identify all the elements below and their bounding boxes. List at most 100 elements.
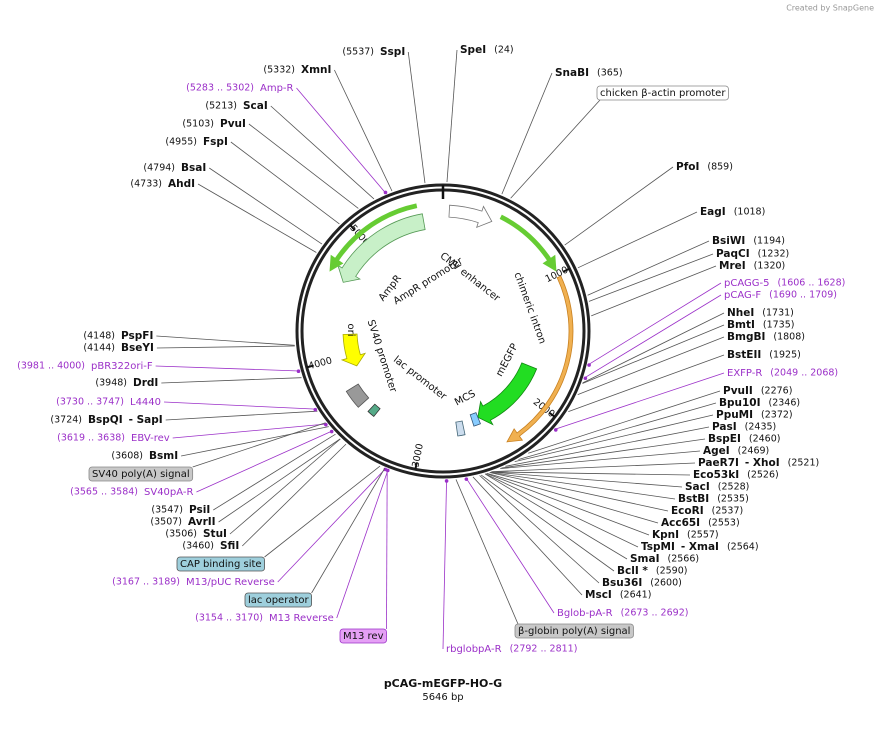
label-name: EagI (700, 206, 726, 218)
leader-line (248, 123, 359, 209)
label-name: MreI (719, 260, 746, 272)
label-second-name: - XmaI (681, 541, 719, 553)
leader-line (577, 336, 725, 396)
label-name: BsiWI (712, 235, 745, 247)
label-name: KpnI (652, 529, 679, 541)
label-location: (3730 .. 3747) (56, 397, 124, 408)
label-second-name: - XhoI (745, 457, 780, 469)
label-location: (5103) (182, 119, 214, 130)
leader-line (446, 49, 458, 183)
label-name: PpuMI (716, 409, 753, 421)
leader-line (161, 377, 302, 384)
leader-line (582, 312, 725, 384)
feature-box (596, 85, 729, 101)
leader-line (296, 87, 387, 194)
label-name: BmtI (727, 319, 755, 331)
leader-line (501, 438, 706, 469)
label-location: (2276) (761, 386, 793, 397)
ring-tick (349, 224, 356, 231)
label-location: (3547) (151, 505, 183, 516)
ring-outer (295, 183, 591, 479)
ring-tick (414, 462, 418, 470)
leader-line (270, 105, 375, 200)
feature-arrow (367, 403, 381, 418)
feature-label: CMV enhancer (438, 251, 503, 305)
leader-line (172, 423, 327, 439)
feature-box-label: β-globin poly(A) signal (518, 626, 630, 637)
label-name: PfoI (676, 161, 699, 173)
feature-box (514, 623, 634, 639)
label-name: TspMI (641, 541, 675, 553)
leader-line (489, 472, 669, 512)
feature-box (88, 466, 194, 482)
label-location: (4733) (130, 179, 162, 190)
label-location: (2372) (761, 410, 793, 421)
title: pCAG-mEGFP-HO-G (384, 677, 502, 690)
feature-arrow (506, 275, 574, 443)
ring-tick (548, 411, 556, 418)
label-name: SfiI (220, 540, 239, 552)
leader-line (492, 462, 696, 473)
label-name: SpeI (460, 44, 486, 56)
label-name: NheI (727, 307, 754, 319)
label-name: pCAG-F (724, 290, 761, 301)
leader-line (500, 450, 701, 469)
feature-arrow (448, 204, 493, 229)
label-location: (3619 .. 3638) (57, 433, 125, 444)
leader-line (518, 402, 717, 460)
feature-arrow (345, 383, 370, 408)
label-location: (859) (707, 162, 733, 173)
feature-arrow (499, 214, 557, 272)
ring-tick-label: 4000 (307, 355, 333, 372)
label-name: PaeR7I (698, 457, 739, 469)
label-name: DrdI (133, 377, 158, 389)
leader-line (479, 475, 600, 584)
leader-line (484, 473, 628, 560)
label-location: (3167 .. 3189) (112, 577, 180, 588)
label-location: (2460) (749, 434, 781, 445)
leader-line (165, 410, 318, 421)
primer-site (444, 479, 449, 483)
label-name: BsaI (181, 162, 206, 174)
label-name: SacI (685, 481, 710, 493)
label-name: AhdI (168, 178, 195, 190)
feature-arrow (337, 213, 426, 283)
label-location: (365) (597, 68, 623, 79)
label-location: (5332) (263, 65, 295, 76)
label-location: (2346) (769, 398, 801, 409)
label-location: (2564) (727, 542, 759, 553)
label-name: ScaI (243, 100, 268, 112)
label-name: MscI (585, 589, 612, 601)
label-location: (1018) (734, 207, 766, 218)
label-location: (4794) (143, 163, 175, 174)
leader-line (588, 253, 714, 302)
leader-line (196, 430, 333, 493)
label-location: (1194) (753, 236, 785, 247)
leader-line (192, 422, 326, 468)
ring-tick (562, 267, 570, 273)
leader-line (472, 476, 583, 596)
label-name: PvuI (220, 118, 246, 130)
label-location: (2469) (738, 446, 770, 457)
leader-line (213, 433, 336, 511)
label-location: (1232) (758, 249, 790, 260)
label-location: (3724) (50, 415, 82, 426)
label-location: (2535) (717, 494, 749, 505)
leader-line (229, 438, 341, 535)
leader-line (407, 51, 426, 184)
label-location: (2641) (620, 590, 652, 601)
leader-line (491, 471, 691, 476)
leader-line (510, 99, 601, 199)
label-name: EcoRI (671, 505, 704, 517)
label-name: PsiI (189, 504, 210, 516)
label-name: pCAGG-5 (724, 278, 769, 289)
label-location: (5213) (205, 101, 237, 112)
primer-site (313, 407, 318, 412)
label-location: (1808) (773, 332, 805, 343)
label-location: (2600) (650, 578, 682, 589)
leader-line (455, 479, 519, 625)
label-location: (2435) (745, 422, 777, 433)
label-name: Bsu36I (602, 577, 642, 589)
label-name: pBR322ori-F (91, 361, 153, 372)
label-name: Eco53kI (693, 469, 739, 481)
